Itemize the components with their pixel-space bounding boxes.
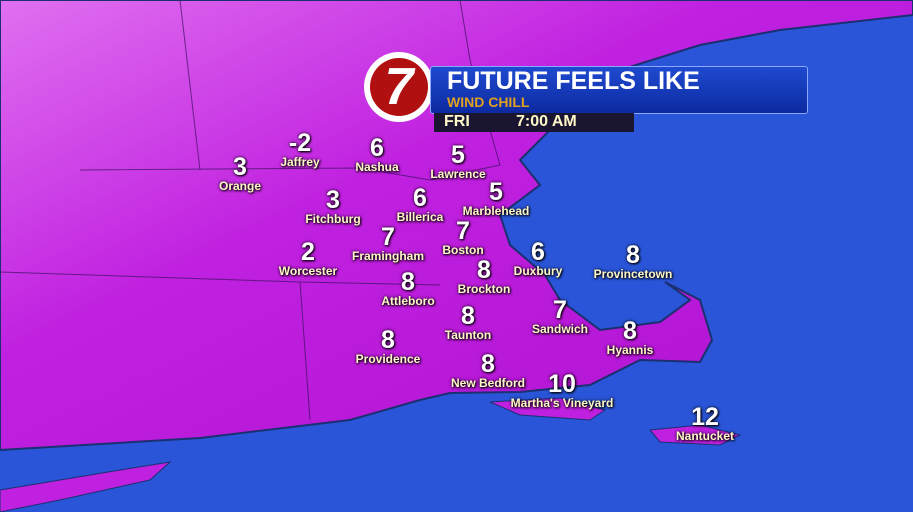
city-name: Martha's Vineyard	[510, 396, 614, 410]
city-martha-s-vineyard: 10 Martha's Vineyard	[510, 370, 614, 411]
wind-chill-value: 8	[481, 350, 495, 378]
wind-chill-value: 3	[326, 186, 340, 214]
day-label: FRI	[444, 113, 470, 130]
title: FUTURE FEELS LIKE	[447, 67, 700, 95]
wind-chill-value: 7	[553, 296, 567, 324]
city-name: Worcester	[278, 264, 338, 278]
channel-7-logo: 7	[364, 52, 434, 122]
long-island	[0, 461, 172, 512]
city-name: Fitchburg	[305, 212, 361, 226]
city-name: Nashua	[355, 160, 399, 174]
wind-chill-value: 10	[548, 370, 576, 398]
wind-chill-value: 8	[477, 256, 491, 284]
city-worcester: 2 Worcester	[278, 238, 338, 279]
city-providence: 8 Providence	[355, 326, 421, 367]
city-name: Nantucket	[675, 429, 735, 443]
subtitle: WIND CHILL	[447, 94, 530, 110]
city-fitchburg: 3 Fitchburg	[305, 186, 361, 227]
wind-chill-value: 8	[461, 302, 475, 330]
title-banner: FUTURE FEELS LIKE WIND CHILL	[430, 66, 808, 114]
city-name: Orange	[218, 179, 262, 193]
city-sandwich: 7 Sandwich	[531, 296, 589, 337]
city-billerica: 6 Billerica	[396, 184, 444, 225]
marthas-vineyard	[489, 397, 607, 421]
city-orange: 3 Orange	[218, 153, 262, 194]
city-nantucket: 12 Nantucket	[675, 403, 735, 444]
wind-chill-value: 8	[623, 317, 637, 345]
wind-chill-value: 3	[233, 153, 247, 181]
mainland	[0, 0, 913, 452]
wind-chill-value: 6	[413, 184, 427, 212]
city-boston: 7 Boston	[442, 217, 484, 258]
city-name: Duxbury	[513, 264, 563, 278]
wind-chill-value: 6	[370, 134, 384, 162]
time-label: 7:00 AM	[516, 113, 577, 130]
wind-chill-value: 12	[691, 403, 719, 431]
nantucket	[649, 424, 742, 446]
city-marblehead: 5 Marblehead	[462, 178, 530, 219]
city-name: New Bedford	[450, 376, 526, 390]
city-name: Marblehead	[462, 204, 530, 218]
wind-chill-value: 8	[626, 241, 640, 269]
city-framingham: 7 Framingham	[351, 223, 425, 264]
city-lawrence: 5 Lawrence	[430, 141, 486, 182]
city-name: Jaffrey	[280, 155, 320, 169]
city-name: Billerica	[396, 210, 444, 224]
city-brockton: 8 Brockton	[457, 256, 511, 297]
city-name: Providence	[355, 352, 421, 366]
wind-chill-value: 8	[401, 268, 415, 296]
city-name: Taunton	[444, 328, 492, 342]
city-duxbury: 6 Duxbury	[513, 238, 563, 279]
city-name: Boston	[442, 243, 484, 257]
wind-chill-value: 6	[531, 238, 545, 266]
wind-chill-value: 2	[301, 238, 315, 266]
wind-chill-value: 7	[381, 223, 395, 251]
city-jaffrey: -2 Jaffrey	[280, 129, 320, 170]
city-name: Sandwich	[531, 322, 589, 336]
city-name: Brockton	[457, 282, 511, 296]
city-name: Lawrence	[430, 167, 486, 181]
city-taunton: 8 Taunton	[444, 302, 492, 343]
city-provincetown: 8 Provincetown	[593, 241, 673, 282]
city-name: Framingham	[351, 249, 425, 263]
city-name: Hyannis	[606, 343, 654, 357]
wind-chill-value: 7	[456, 217, 470, 245]
city-hyannis: 8 Hyannis	[606, 317, 654, 358]
wind-chill-value: 5	[451, 141, 465, 169]
time-bar: FRI 7:00 AM	[434, 113, 634, 132]
wind-chill-value: -2	[288, 129, 312, 157]
city-name: Attleboro	[381, 294, 435, 308]
wind-chill-value: 8	[381, 326, 395, 354]
city-attleboro: 8 Attleboro	[381, 268, 435, 309]
wind-chill-value: 5	[489, 178, 503, 206]
city-nashua: 6 Nashua	[355, 134, 399, 175]
city-name: Provincetown	[593, 267, 673, 281]
city-new-bedford: 8 New Bedford	[450, 350, 526, 391]
